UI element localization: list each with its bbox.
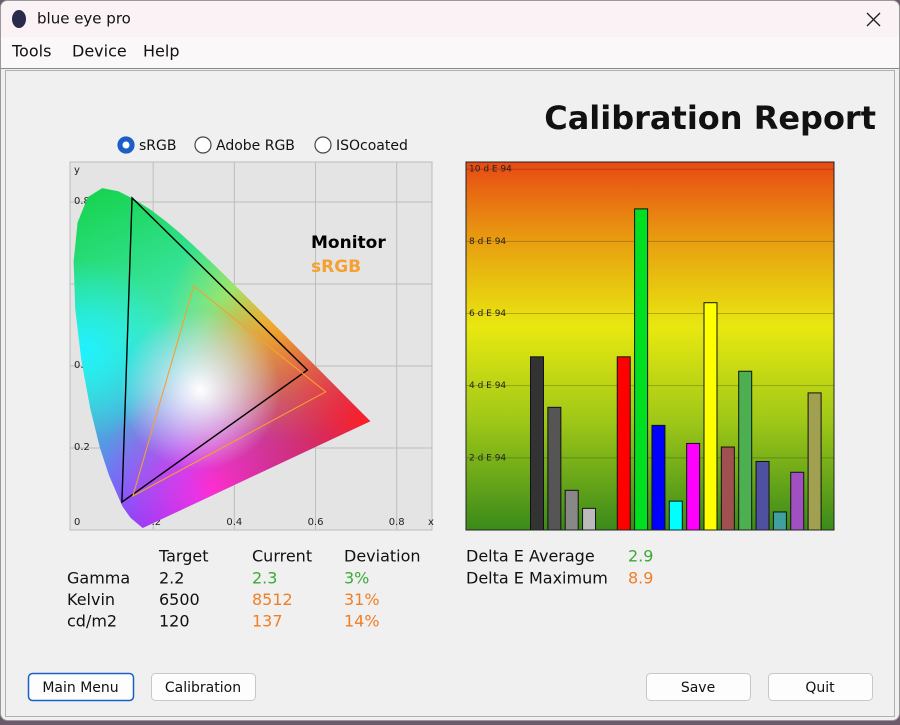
radio-option[interactable]: Adobe RGB: [194, 136, 295, 154]
bar: [790, 471, 805, 531]
bar: [668, 500, 683, 531]
y-tick-label: 4 d E 94: [469, 381, 506, 391]
close-button[interactable]: [866, 12, 881, 27]
button-label: Quit: [805, 680, 835, 696]
bar: [755, 460, 770, 531]
button-frame: [27, 672, 135, 702]
radio-circle: [194, 136, 212, 154]
menu-bar: [1, 37, 899, 68]
delta-plot: [466, 162, 834, 530]
button-frame: [646, 673, 751, 701]
bar: [530, 356, 544, 531]
delta-value: 8.9: [628, 569, 653, 588]
legend-entry: sRGB: [311, 257, 361, 277]
radio-option[interactable]: ISOcoated: [314, 136, 408, 154]
deviation-value: 14%: [344, 612, 380, 631]
title-bar: [1, 1, 899, 37]
y-tick-label: 0.8: [74, 196, 90, 207]
x-tick-label: 0.8: [389, 517, 405, 528]
bar: [564, 489, 579, 531]
delta-value: 2.9: [628, 547, 653, 566]
report-title: Calibration Report: [544, 99, 876, 137]
gamut-triangle: [131, 285, 327, 498]
y-tick-label: 10 d E 94: [469, 165, 512, 175]
row-label: Kelvin: [67, 590, 115, 609]
deviation-value: 3%: [344, 569, 369, 588]
legend-entry: Monitor: [311, 233, 386, 253]
button[interactable]: Main Menu: [27, 672, 135, 702]
x-axis-label: x: [428, 517, 434, 528]
radio-circle: [314, 136, 332, 154]
delta-label: Delta E Average: [466, 547, 595, 566]
bar: [772, 511, 787, 531]
bar: [738, 370, 753, 531]
x-tick-label: 0.4: [226, 517, 242, 528]
radio-label: Adobe RGB: [216, 138, 295, 154]
bar: [807, 392, 822, 531]
app-icon: [12, 10, 26, 28]
button-frame: [151, 673, 256, 701]
button-label: Main Menu: [42, 680, 118, 696]
bar: [651, 424, 666, 531]
button-label: Calibration: [165, 680, 241, 696]
y-tick-label: 0.2: [74, 442, 90, 453]
bar: [686, 442, 701, 531]
bar: [547, 406, 562, 531]
current-value: 2.3: [252, 569, 277, 588]
gamut-triangle: [121, 196, 309, 504]
row-label: cd/m2: [67, 612, 117, 631]
button[interactable]: Quit: [768, 673, 873, 701]
column-header: Target: [158, 547, 209, 566]
y-tick-label: 0: [74, 517, 80, 528]
current-value: 137: [252, 612, 283, 631]
column-header: Current: [252, 547, 312, 566]
button[interactable]: Calibration: [151, 673, 256, 701]
radio-dot: [122, 141, 130, 149]
y-tick-label: 6 d E 94: [469, 309, 506, 319]
delta-plot-border: [465, 161, 835, 531]
target-value: 120: [159, 612, 190, 631]
radio-label: ISOcoated: [336, 138, 408, 154]
y-tick-label: 0.4: [74, 360, 90, 371]
button[interactable]: Save: [646, 673, 751, 701]
y-axis-label: y: [74, 165, 80, 176]
target-value: 6500: [159, 590, 200, 609]
deviation-value: 31%: [344, 590, 380, 609]
bar: [634, 208, 649, 531]
bar: [720, 446, 735, 531]
bar: [616, 356, 631, 531]
column-header: Deviation: [344, 547, 421, 566]
bar: [703, 302, 718, 531]
menu-item[interactable]: Help: [143, 42, 179, 61]
menu-item[interactable]: Tools: [11, 42, 51, 61]
radio-option[interactable]: sRGB: [117, 136, 176, 154]
y-tick-label: 8 d E 94: [469, 237, 506, 247]
current-value: 8512: [252, 590, 293, 609]
delta-label: Delta E Maximum: [466, 569, 608, 588]
radio-label: sRGB: [139, 138, 176, 154]
target-value: 2.2: [159, 569, 184, 588]
row-label: Gamma: [67, 569, 130, 588]
x-tick-label: 0.6: [308, 517, 324, 528]
menu-item[interactable]: Device: [72, 42, 127, 61]
button-label: Save: [681, 680, 715, 696]
y-tick-label: 2 d E 94: [469, 453, 506, 463]
bar: [582, 507, 597, 531]
button-frame: [768, 673, 873, 701]
window-title: blue eye pro: [37, 10, 131, 28]
